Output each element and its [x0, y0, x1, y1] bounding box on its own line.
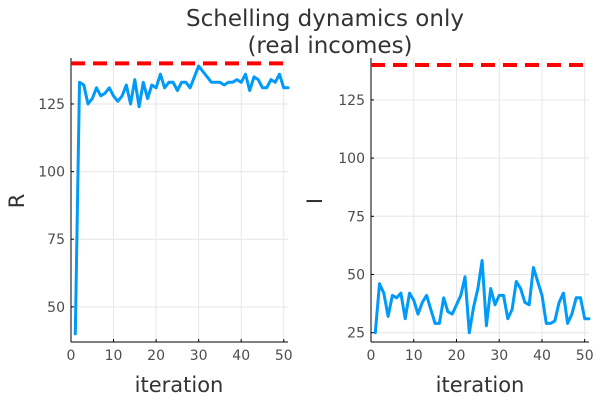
- x-tick-label-left: 40: [232, 348, 250, 364]
- x-tick-label-left: 20: [147, 348, 165, 364]
- y-tick-label-left: 125: [38, 97, 65, 113]
- y-tick-label-right: 25: [347, 326, 365, 342]
- y-tick-label-left: 50: [47, 300, 65, 316]
- y-axis-label-right: I: [303, 198, 327, 204]
- y-tick-label-left: 75: [47, 232, 65, 248]
- x-tick-label-right: 50: [576, 348, 594, 364]
- x-tick-label-left: 0: [67, 348, 76, 364]
- series-line-left: [73, 64, 290, 336]
- x-tick-label-left: 10: [105, 348, 123, 364]
- y-tick-label-left: 100: [38, 165, 65, 181]
- chart-title-line-1: Schelling dynamics only: [186, 6, 464, 32]
- x-tick-label-right: 40: [533, 348, 551, 364]
- y-tick-label-right: 75: [347, 209, 365, 225]
- x-tick-label-right: 30: [490, 348, 508, 364]
- chart-title-line-2: (real incomes): [247, 33, 412, 59]
- y-tick-label-right: 50: [347, 267, 365, 283]
- y-tick-label-right: 100: [338, 151, 365, 167]
- x-tick-label-right: 10: [405, 348, 423, 364]
- plot-right: 0 10 20 30 40 50 25 50 75 100 125: [338, 58, 594, 364]
- x-tick-label-right: 20: [448, 348, 466, 364]
- y-axis-label-left: R: [5, 194, 29, 209]
- plot-left: 0 10 20 30 40 50 50 75 100 125: [38, 58, 293, 364]
- x-tick-label-left: 50: [275, 348, 293, 364]
- x-axis-label-left: iteration: [135, 373, 224, 397]
- y-tick-label-right: 125: [338, 93, 365, 109]
- x-tick-label-left: 30: [190, 348, 208, 364]
- series-line-right: [373, 259, 591, 335]
- x-tick-label-right: 0: [367, 348, 376, 364]
- x-axis-label-right: iteration: [436, 373, 525, 397]
